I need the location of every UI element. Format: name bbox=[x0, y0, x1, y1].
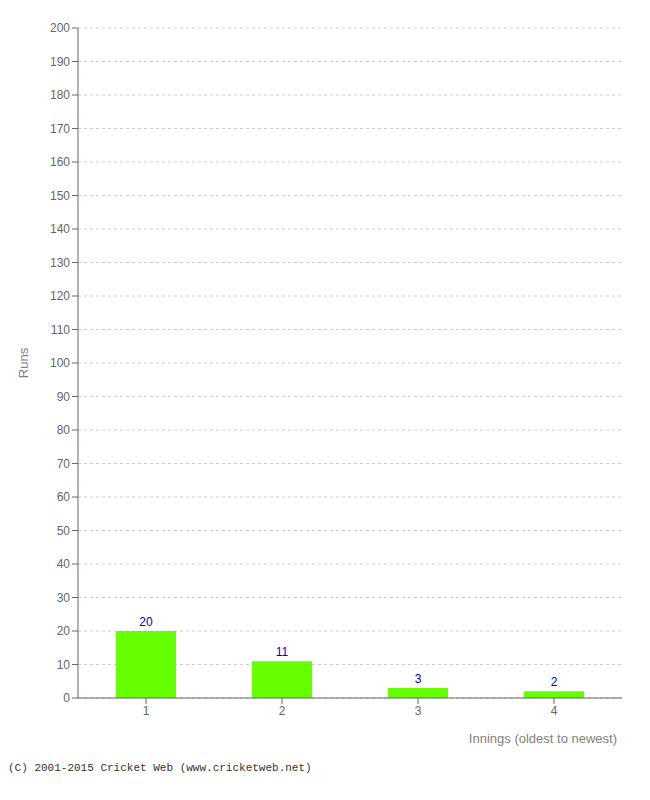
svg-text:90: 90 bbox=[57, 390, 71, 404]
svg-text:20: 20 bbox=[139, 615, 153, 629]
svg-text:140: 140 bbox=[50, 222, 70, 236]
svg-text:11: 11 bbox=[276, 645, 289, 659]
svg-text:180: 180 bbox=[50, 88, 70, 102]
svg-text:60: 60 bbox=[57, 490, 71, 504]
svg-text:190: 190 bbox=[50, 55, 70, 69]
svg-text:0: 0 bbox=[63, 691, 70, 705]
svg-text:40: 40 bbox=[57, 557, 71, 571]
svg-text:30: 30 bbox=[57, 591, 71, 605]
svg-text:Innings (oldest to newest): Innings (oldest to newest) bbox=[469, 731, 617, 746]
svg-text:3: 3 bbox=[415, 704, 422, 718]
svg-text:3: 3 bbox=[415, 672, 422, 686]
html-text:(C) 2001-2015 Cricket Web (www: (C) 2001-2015 Cricket Web (www.cricketwe… bbox=[8, 762, 312, 774]
svg-text:120: 120 bbox=[50, 289, 70, 303]
svg-text:1: 1 bbox=[143, 704, 150, 718]
svg-text:70: 70 bbox=[57, 457, 71, 471]
svg-text:130: 130 bbox=[50, 256, 70, 270]
svg-text:160: 160 bbox=[50, 155, 70, 169]
svg-text:10: 10 bbox=[57, 658, 71, 672]
svg-text:50: 50 bbox=[57, 524, 71, 538]
svg-text:170: 170 bbox=[50, 122, 70, 136]
svg-text:2: 2 bbox=[551, 675, 558, 689]
svg-text:Runs: Runs bbox=[16, 347, 31, 378]
svg-text:110: 110 bbox=[51, 323, 70, 337]
svg-text:2: 2 bbox=[279, 704, 286, 718]
svg-text:100: 100 bbox=[50, 356, 70, 370]
svg-text:20: 20 bbox=[57, 624, 71, 638]
svg-text:200: 200 bbox=[50, 21, 70, 35]
svg-text:80: 80 bbox=[57, 423, 71, 437]
svg-text:150: 150 bbox=[50, 189, 70, 203]
svg-text:4: 4 bbox=[551, 704, 558, 718]
